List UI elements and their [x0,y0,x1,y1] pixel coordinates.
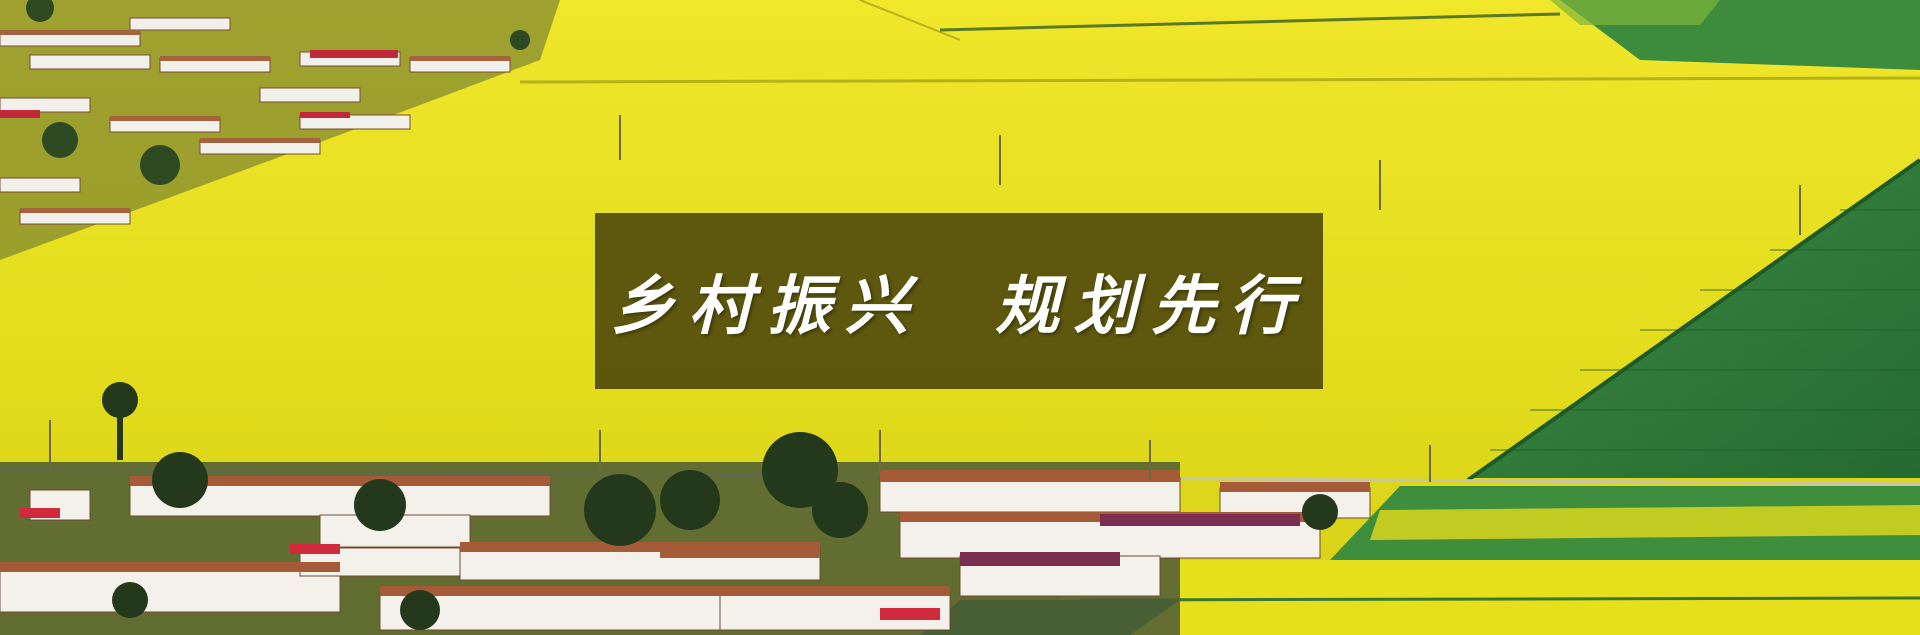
headline-overlay: 乡村振兴 规划先行 [595,213,1323,389]
headline-text: 乡村振兴 规划先行 [610,269,1308,344]
